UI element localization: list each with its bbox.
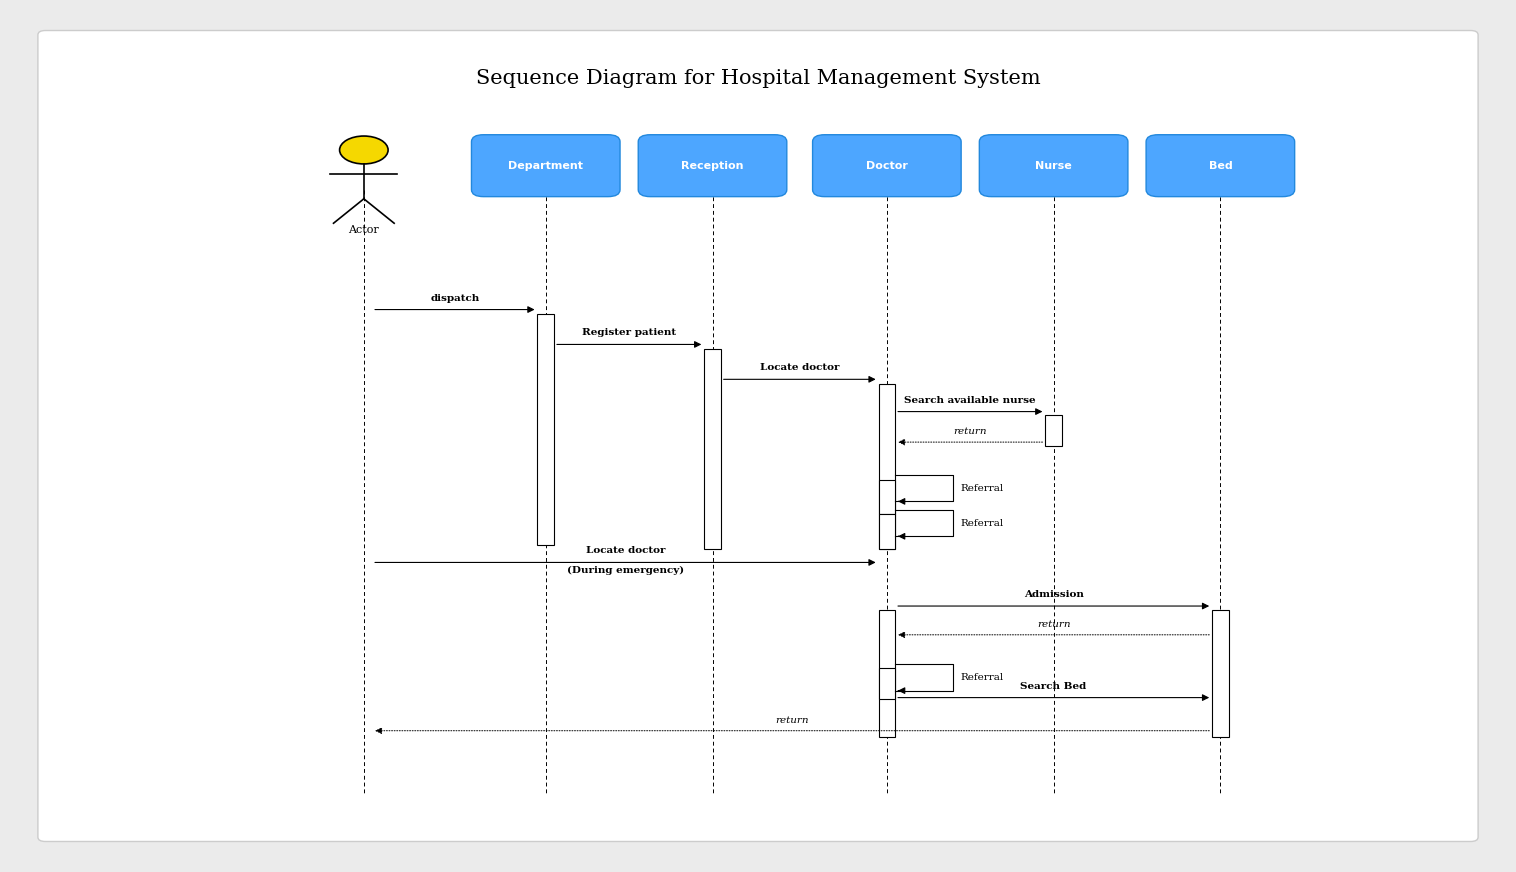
Text: Admission: Admission bbox=[1023, 590, 1084, 599]
FancyBboxPatch shape bbox=[38, 31, 1478, 841]
Bar bbox=[879, 384, 894, 549]
Text: Register patient: Register patient bbox=[582, 329, 676, 337]
Text: return: return bbox=[1037, 620, 1070, 629]
Text: Referral: Referral bbox=[961, 484, 1004, 493]
Bar bbox=[879, 514, 894, 549]
Bar bbox=[1045, 415, 1061, 446]
Text: Locate doctor: Locate doctor bbox=[760, 364, 840, 372]
Text: Referral: Referral bbox=[961, 673, 1004, 682]
FancyBboxPatch shape bbox=[638, 134, 787, 196]
Bar bbox=[879, 480, 894, 514]
Text: Department: Department bbox=[508, 160, 584, 171]
Text: Search available nurse: Search available nurse bbox=[905, 396, 1035, 405]
Circle shape bbox=[340, 136, 388, 164]
Bar bbox=[879, 668, 894, 699]
Text: dispatch: dispatch bbox=[431, 294, 479, 303]
FancyBboxPatch shape bbox=[979, 134, 1128, 196]
Text: return: return bbox=[775, 716, 810, 725]
FancyBboxPatch shape bbox=[471, 134, 620, 196]
Text: Locate doctor: Locate doctor bbox=[585, 547, 666, 555]
Text: Sequence Diagram for Hospital Management System: Sequence Diagram for Hospital Management… bbox=[476, 69, 1040, 88]
Bar bbox=[537, 314, 555, 545]
FancyBboxPatch shape bbox=[1146, 134, 1295, 196]
Text: return: return bbox=[954, 427, 987, 436]
Text: Actor: Actor bbox=[349, 225, 379, 235]
Bar bbox=[1213, 610, 1228, 737]
Text: (During emergency): (During emergency) bbox=[567, 566, 684, 575]
FancyBboxPatch shape bbox=[813, 134, 961, 196]
Text: Doctor: Doctor bbox=[866, 160, 908, 171]
Bar bbox=[879, 610, 894, 737]
Text: Bed: Bed bbox=[1208, 160, 1233, 171]
Text: Referral: Referral bbox=[961, 519, 1004, 528]
Bar bbox=[703, 349, 720, 549]
Text: Search Bed: Search Bed bbox=[1020, 682, 1087, 691]
Text: Reception: Reception bbox=[681, 160, 744, 171]
Text: Nurse: Nurse bbox=[1035, 160, 1072, 171]
